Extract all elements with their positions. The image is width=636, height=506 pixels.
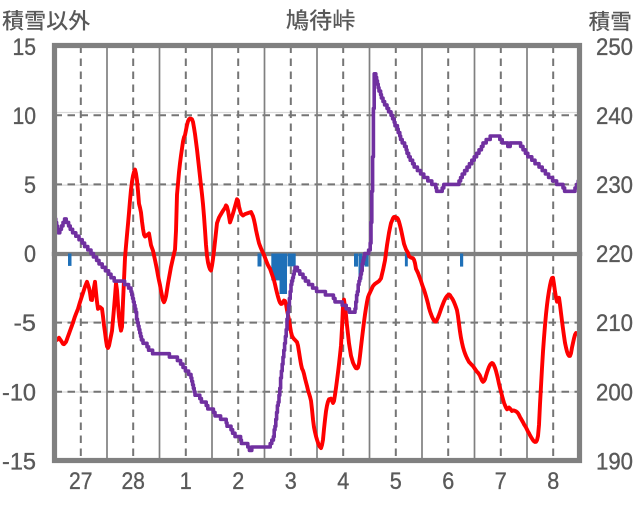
svg-text:2: 2 (232, 468, 244, 495)
svg-text:5: 5 (390, 468, 402, 495)
svg-text:8: 8 (547, 468, 559, 495)
svg-text:230: 230 (596, 172, 633, 199)
svg-text:1: 1 (180, 468, 192, 495)
svg-text:-15: -15 (2, 448, 36, 475)
svg-text:210: 210 (596, 310, 633, 337)
svg-text:250: 250 (596, 34, 633, 61)
svg-text:-5: -5 (14, 310, 37, 337)
svg-text:28: 28 (121, 468, 145, 495)
svg-text:27: 27 (69, 468, 93, 495)
svg-text:15: 15 (13, 34, 37, 61)
svg-text:6: 6 (442, 468, 454, 495)
svg-text:240: 240 (596, 103, 633, 130)
svg-text:3: 3 (285, 468, 297, 495)
svg-text:0: 0 (24, 241, 36, 268)
svg-text:7: 7 (495, 468, 507, 495)
svg-text:190: 190 (596, 448, 633, 475)
svg-text:200: 200 (596, 379, 633, 406)
svg-text:220: 220 (596, 241, 633, 268)
svg-text:-10: -10 (2, 379, 36, 406)
svg-text:5: 5 (24, 172, 36, 199)
svg-text:10: 10 (13, 103, 37, 130)
svg-text:4: 4 (337, 468, 349, 495)
